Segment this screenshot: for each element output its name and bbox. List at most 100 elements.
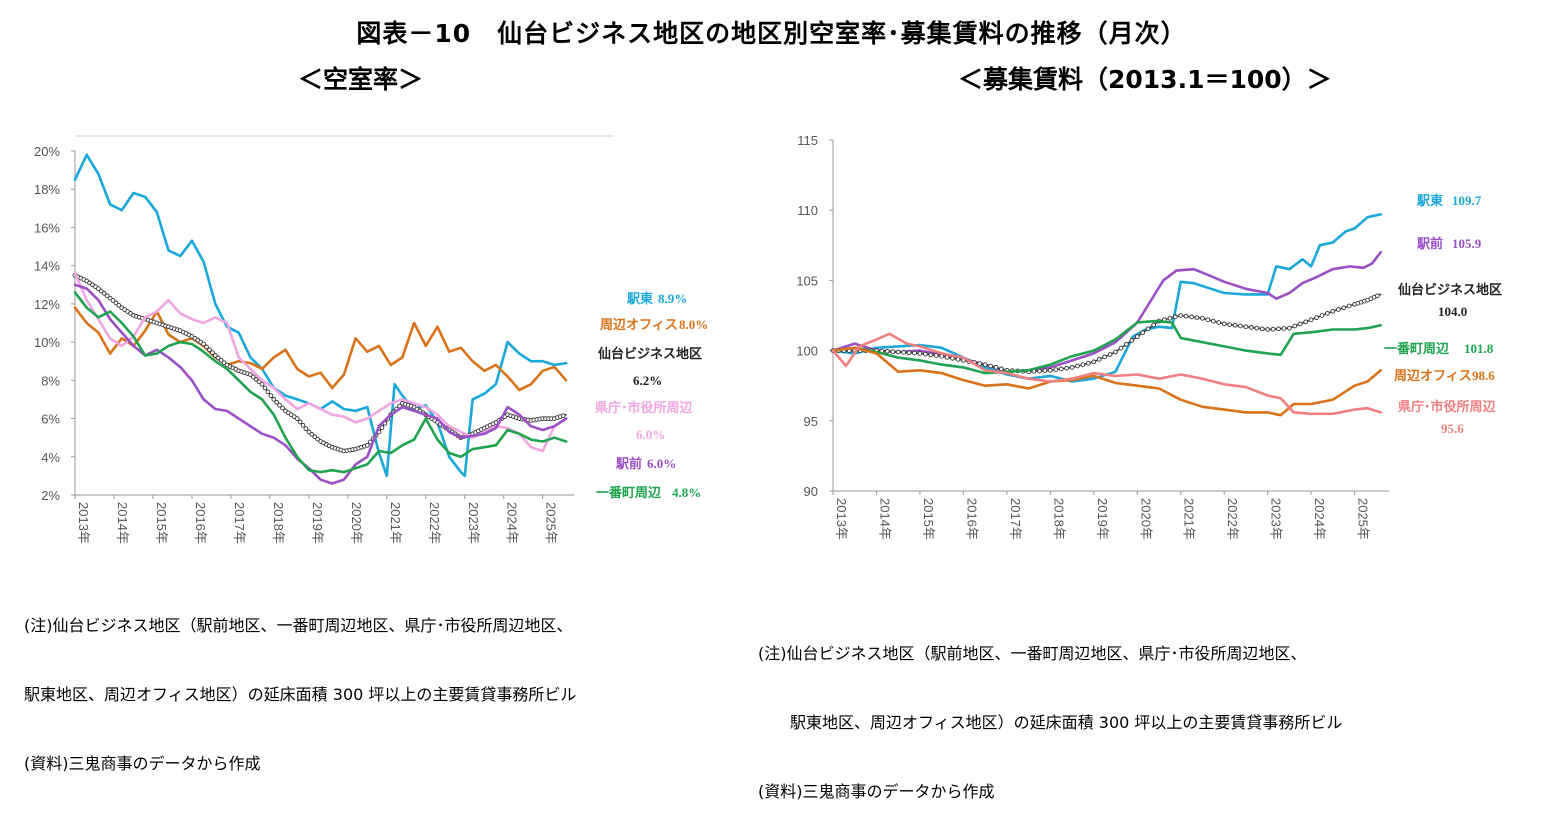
x-tick-label: 2022年 [1225, 498, 1240, 540]
series-point [1064, 365, 1069, 371]
legend-value-ekihigashi: 109.7 [1452, 193, 1482, 208]
series-point [1297, 321, 1303, 327]
series-point [221, 360, 227, 366]
legend-value-ichibancho-area: 4.8% [672, 485, 701, 500]
note-line: (注)仙台ビジネス地区（駅前地区、一番町周辺地区、県庁･市役所周辺地区、 [24, 616, 573, 635]
series-point [993, 365, 999, 370]
legend-value-ekimae: 6.0% [647, 456, 676, 471]
series-point [1210, 318, 1216, 324]
series-point [1118, 345, 1124, 351]
series-point [96, 286, 101, 291]
series-point [1248, 325, 1254, 330]
series-point [312, 434, 318, 440]
y-tick-label: 95 [804, 414, 818, 429]
series-point [977, 361, 983, 366]
series-point [1205, 317, 1211, 323]
series-point [1292, 323, 1298, 329]
series-point [274, 399, 280, 405]
series-point [277, 402, 282, 408]
series-point [1259, 326, 1265, 332]
x-tick-label: 2024年 [1312, 498, 1327, 540]
series-point [1080, 362, 1086, 367]
legend-value-ekimae: 105.9 [1452, 236, 1482, 251]
legend-value-ichibancho-area: 101.8 [1464, 341, 1494, 356]
x-tick-label: 2025年 [1356, 498, 1371, 540]
series-point [1265, 327, 1270, 332]
series-point [116, 302, 122, 308]
series-point [1075, 363, 1080, 369]
legend-label-sendai-business-district: 仙台ビジネス地区 [598, 346, 702, 362]
series-point [262, 385, 268, 391]
note-line: 駅東地区、周辺オフィス地区）の延床面積 300 坪以上の主要賃貸事務所ビル [24, 685, 577, 704]
series-point [1096, 357, 1102, 362]
series-point [1145, 326, 1151, 332]
x-tick-label: 2014年 [877, 498, 892, 540]
series-point [379, 425, 385, 430]
x-tick-label: 2013年 [76, 502, 91, 544]
series-point [1325, 311, 1330, 316]
series-line-ichibancho-area [831, 319, 1382, 375]
rent-chart-notes: (注)仙台ビジネス地区（駅前地区、一番町周辺地区、県庁･市役所周辺地区、 駅東地… [758, 596, 1342, 826]
x-tick-label: 2020年 [1138, 498, 1153, 540]
series-point [1178, 313, 1184, 318]
x-tick-label: 2021年 [388, 502, 403, 544]
series-point [271, 397, 277, 402]
series-line-prefecture-city-hall-area [831, 332, 1382, 416]
legend-label-prefecture-city-hall-area: 県庁･市役所周辺 [595, 400, 693, 416]
series-point [1102, 354, 1108, 360]
legend-value-peripheral-office: 8.0% [679, 317, 708, 332]
x-tick-label: 2020年 [349, 502, 364, 544]
series-point [107, 295, 113, 301]
x-tick-label: 2017年 [1008, 498, 1023, 540]
series-point [1341, 305, 1347, 311]
y-tick-label: 10% [34, 335, 60, 350]
y-tick-label: 14% [34, 259, 60, 274]
series-point [1058, 366, 1064, 372]
y-tick-label: 115 [797, 133, 818, 148]
series-point [1330, 308, 1336, 314]
series-point [1281, 326, 1287, 331]
series-point [1200, 315, 1205, 321]
y-tick-label: 6% [41, 412, 60, 427]
note-line: (資料)三鬼商事のデータから作成 [758, 782, 995, 801]
main-title: 図表－10 仙台ビジネス地区の地区別空室率･募集賃料の推移（月次） [356, 19, 1187, 48]
legend-value-ekihigashi: 8.9% [658, 291, 687, 306]
series-point [215, 355, 221, 361]
series-point [933, 353, 939, 358]
y-tick-label: 20% [34, 144, 60, 159]
y-tick-label: 4% [41, 450, 60, 465]
legend-label-ekihigashi: 駅東 [1416, 193, 1443, 209]
series-point [1270, 326, 1276, 332]
series-point [999, 366, 1004, 372]
legend-value-peripheral-office: 98.6 [1472, 368, 1495, 383]
x-tick-label: 2018年 [271, 502, 286, 544]
legend-label-peripheral-office: 周辺オフィス [1394, 369, 1472, 384]
series-point [1069, 365, 1075, 370]
note-line: (資料)三鬼商事のデータから作成 [24, 754, 261, 773]
x-tick-label: 2015年 [154, 502, 169, 544]
x-tick-label: 2015年 [921, 498, 936, 540]
series-point [917, 351, 923, 356]
series-point [560, 413, 566, 419]
series-point [1047, 367, 1053, 373]
series-point [1113, 349, 1118, 355]
series-point [218, 357, 224, 363]
series-line-ekihigashi [73, 153, 568, 478]
series-line-ekihigashi [831, 213, 1382, 383]
series-point [1232, 322, 1238, 328]
series-point [207, 347, 212, 353]
series-point [1129, 338, 1135, 343]
series-point [895, 349, 901, 355]
vacancy-rate-chart: 20% 18% 16% 14% 12% 10% 8% 6% 4% 2% 2013年 2014年 2015… [34, 135, 708, 544]
x-tick-label: 2019年 [310, 502, 325, 544]
series-point [265, 389, 271, 395]
series-point [1276, 326, 1281, 332]
series-point [1091, 359, 1097, 365]
note-line: (注)仙台ビジネス地区（駅前地区、一番町周辺地区、県庁･市役所周辺地区、 [758, 644, 1307, 663]
series-point [1124, 341, 1129, 347]
series-point [1221, 321, 1227, 327]
series-point [300, 422, 306, 428]
series-point [212, 353, 218, 358]
legend-value-sendai-business-district: 104.0 [1438, 304, 1467, 319]
legend-label-ekihigashi: 駅東 [626, 291, 653, 307]
